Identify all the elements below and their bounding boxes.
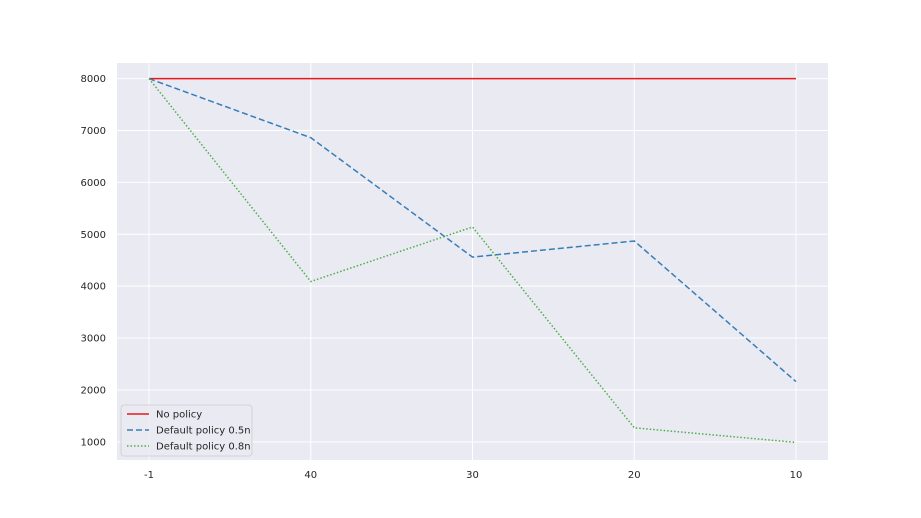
legend-label: Default policy 0.8n	[156, 442, 251, 453]
y-tick-label: 4000	[81, 282, 106, 293]
legend-label: Default policy 0.5n	[156, 426, 251, 437]
x-tick-label: 30	[466, 470, 479, 481]
y-tick-label: 1000	[81, 437, 106, 448]
x-tick-label: 40	[304, 470, 317, 481]
series-lines	[148, 77, 797, 444]
x-tick-label: 20	[628, 470, 641, 481]
x-tick-label: 10	[790, 470, 803, 481]
y-tick-label: 7000	[81, 126, 106, 137]
legend-box	[120, 404, 253, 457]
y-axis-ticks: 1000 2000 3000 4000 5000 6000 7000 8000	[81, 74, 106, 448]
y-tick-label: 6000	[81, 178, 106, 189]
legend: No policy Default policy 0.5n Default poli…	[120, 404, 253, 457]
y-tick-label: 8000	[81, 74, 106, 85]
x-tick-label: -1	[144, 470, 154, 481]
y-tick-label: 2000	[81, 385, 106, 396]
y-tick-label: 3000	[81, 334, 106, 345]
series-line-3	[148, 78, 797, 444]
x-axis-ticks: -1 40 30 20 10	[144, 470, 802, 481]
y-tick-label: 5000	[81, 230, 106, 241]
series-line-2	[148, 77, 797, 383]
legend-label: No policy	[156, 410, 202, 421]
